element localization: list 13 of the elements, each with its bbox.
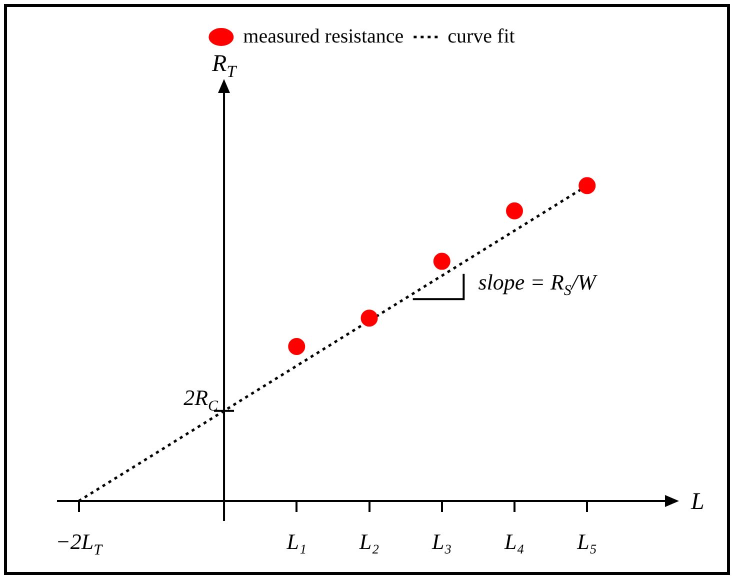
x-tick-label: L₄ — [504, 529, 524, 554]
x-tick-label: L₂ — [358, 529, 380, 554]
legend-label: curve fit — [448, 25, 516, 48]
point — [360, 310, 378, 327]
point — [506, 202, 523, 220]
point — [288, 338, 306, 355]
x-tick-label: L₅ — [576, 529, 598, 554]
x-tick-label: L₁ — [286, 529, 307, 554]
legend-label: measured resistance — [243, 25, 404, 48]
x-axis-title: L — [690, 489, 704, 515]
x-tick-label: L₃ — [430, 529, 452, 554]
point — [433, 252, 450, 270]
point — [578, 177, 596, 194]
